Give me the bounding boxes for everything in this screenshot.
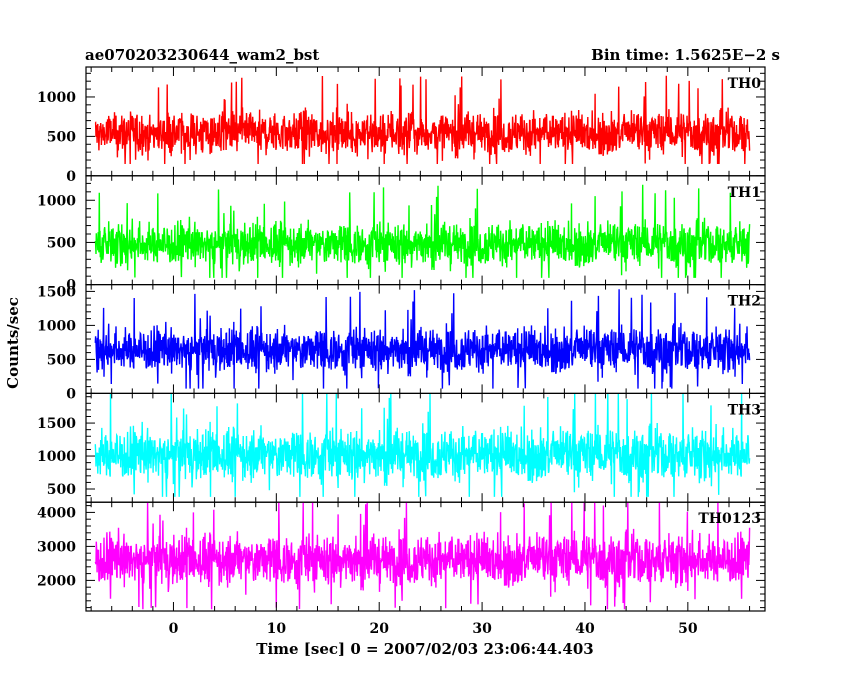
y-tick-label: 1000 [37,90,76,106]
series-line-th0123 [94,502,751,610]
y-tick-label: 1000 [37,318,76,334]
x-tick-label: 30 [472,621,492,637]
y-tick-label: 4000 [37,505,76,521]
x-tick-label: 0 [169,621,179,637]
panel-label-th3: TH3 [728,402,761,418]
y-tick-label: 0 [66,386,76,402]
panel-label-th2: TH2 [728,294,761,310]
series-line-th3 [94,393,751,497]
series-line-th0 [94,75,751,165]
y-tick-label: 1500 [37,416,76,432]
x-tick-label: 20 [369,621,389,637]
series-line-th1 [94,184,751,278]
y-tick-label: 500 [47,482,76,498]
chart-title: ae070203230644_wam2_bst [85,46,319,64]
y-tick-label: 1000 [37,449,76,465]
x-axis-label: Time [sec] 0 = 2007/02/03 23:06:44.403 [256,640,593,658]
y-tick-label: 1000 [37,193,76,209]
series-line-th2 [94,289,751,389]
y-tick-label: 500 [47,352,76,368]
y-tick-label: 500 [47,235,76,251]
y-tick-label: 3000 [37,539,76,555]
y-tick-label: 2000 [37,573,76,589]
panel-label-th0123: TH0123 [698,511,761,527]
panel-label-th0: TH0 [728,76,762,92]
y-tick-label: 0 [66,169,76,185]
y-tick-label: 1500 [37,284,76,300]
panels-group: 05001000TH005001000TH1050010001500TH2500… [37,66,766,637]
bin-time-label: Bin time: 1.5625E−2 s [591,46,780,64]
panel-frame [85,501,766,612]
x-tick-label: 40 [575,621,595,637]
y-tick-label: 500 [47,129,76,145]
x-tick-label: 50 [678,621,698,637]
x-tick-label: 10 [267,621,287,637]
panel-label-th1: TH1 [728,185,761,201]
y-tick-label: 0 [66,278,76,294]
y-axis-label: Counts/sec [4,297,22,389]
